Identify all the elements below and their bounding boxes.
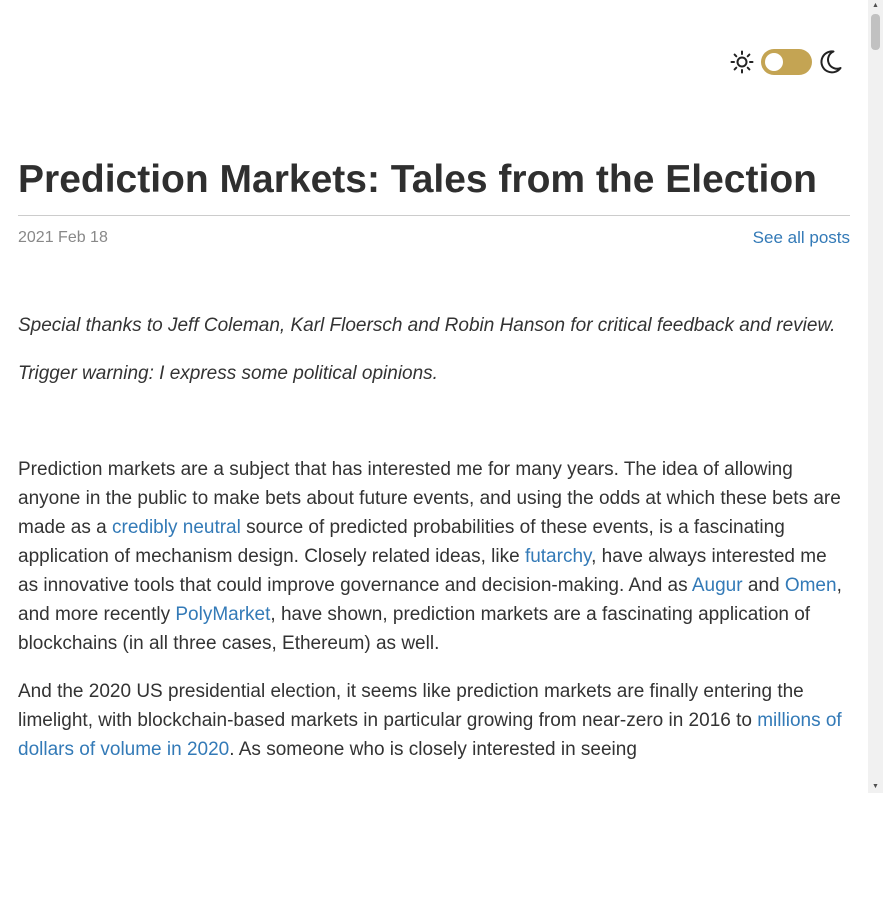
sun-icon[interactable] [730,50,754,74]
dark-mode-switch[interactable] [761,49,812,75]
text-span: . As someone who is closely interested i… [229,739,637,760]
omen-link[interactable]: Omen [784,575,837,596]
moon-icon[interactable] [818,49,842,75]
see-all-posts-link[interactable]: See all posts [752,228,850,247]
post-body: Special thanks to Jeff Coleman, Karl Flo… [18,311,850,764]
paragraph-election: And the 2020 US presidential election, i… [18,677,850,764]
paragraph-intro: Prediction markets are a subject that ha… [18,455,850,658]
title-divider [18,215,850,216]
millions-volume-link[interactable]: millions of dollars of volume in 2020 [18,710,842,760]
text-span: , have always interested me as innovativ… [18,546,827,596]
text-span: , have shown, prediction markets are a f… [18,604,811,654]
futarchy-link[interactable]: futarchy [524,546,592,567]
text-span: and [742,575,785,596]
text-span: , and more recently [18,575,842,625]
toggle-knob [765,53,783,71]
scroll-up-arrow-icon[interactable]: ▲ [872,2,879,9]
text-span: And the 2020 US presidential election, i… [18,681,804,731]
scrollbar-thumb[interactable] [871,14,880,50]
polymarket-link[interactable]: PolyMarket [175,604,271,625]
scroll-down-arrow-icon[interactable]: ▼ [872,783,879,790]
acknowledgements: Special thanks to Jeff Coleman, Karl Flo… [18,315,836,336]
credibly-neutral-link[interactable]: credibly neutral [112,517,241,538]
augur-link[interactable]: Augur [691,575,743,596]
page-viewport: Prediction Markets: Tales from the Elect… [18,48,850,764]
page-title: Prediction Markets: Tales from the Elect… [18,158,817,201]
vertical-scrollbar[interactable]: ▲ ▼ [868,0,883,793]
text-span: Prediction markets are a subject that ha… [18,459,841,538]
text-span: source of predicted probabilities of the… [18,517,785,567]
trigger-warning: Trigger warning: I express some politica… [18,363,438,384]
theme-toggle[interactable] [730,48,842,76]
post-date: 2021 Feb 18 [18,229,108,246]
